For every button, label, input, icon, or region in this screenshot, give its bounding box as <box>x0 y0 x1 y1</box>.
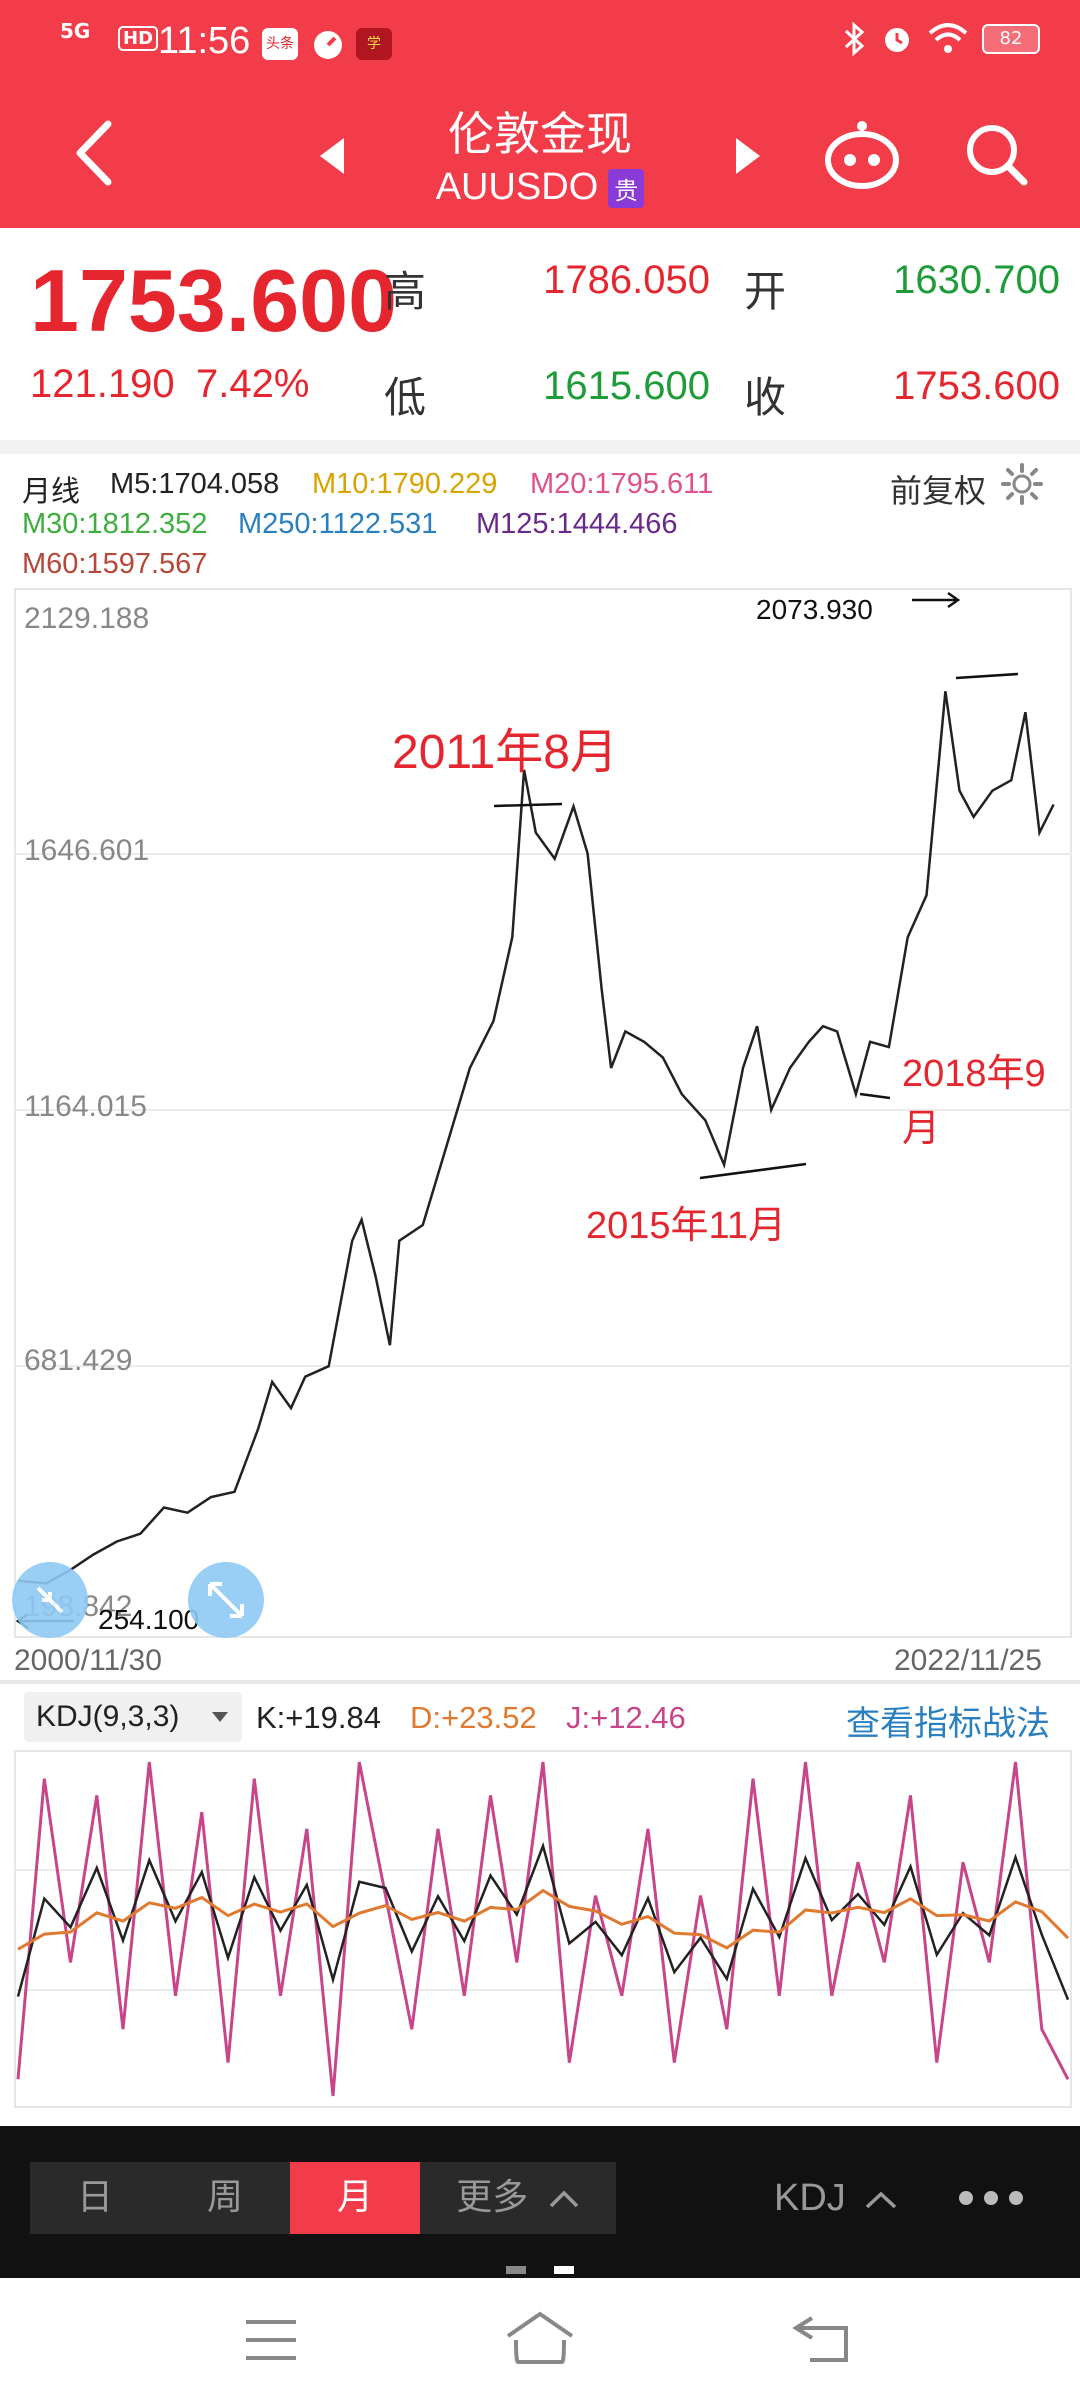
page-indicator-dot-active <box>554 2266 574 2274</box>
low-marker-line <box>859 1092 891 1100</box>
zoom-in-button[interactable] <box>188 1562 264 1638</box>
precious-metal-badge: 贵 <box>608 169 645 209</box>
max-price-label: 2073.930 <box>756 594 873 625</box>
network-indicator: 5G <box>60 19 91 43</box>
toutiao-app-icon: 头条 <box>262 28 298 60</box>
header: 5G HD 11:56 头条 学 82 伦敦金现 AUUSDO 贵 <box>0 0 1080 228</box>
ma30-value: M30:1812.352 <box>22 508 208 540</box>
ma10-value: M10:1790.229 <box>312 468 498 500</box>
ma125-value: M125:1444.466 <box>476 508 678 540</box>
indicator-menu[interactable]: KDJ <box>774 2162 898 2234</box>
back-nav-icon[interactable] <box>790 2314 852 2364</box>
min-price-label: 254.100 <box>98 1604 200 1635</box>
adjust-mode[interactable]: 前复权 <box>890 473 987 509</box>
kdj-chart-plot[interactable] <box>14 1750 1072 2108</box>
price-change: 121.190 <box>30 362 175 406</box>
indicator-strategy-link[interactable]: 查看指标战法 <box>846 1705 1050 1743</box>
date-start-label: 2000/11/30 <box>14 1644 162 1677</box>
compress-arrows-icon <box>36 1586 64 1614</box>
high-value: 1786.050 <box>543 258 710 302</box>
prev-instrument-icon[interactable] <box>318 136 348 176</box>
annotation-2011-aug: 2011年8月 <box>392 726 618 779</box>
open-value: 1630.700 <box>893 258 1060 302</box>
y-tick-label: 681.429 <box>24 1344 133 1377</box>
tab-more[interactable]: 更多 <box>420 2162 616 2234</box>
annotation-2015-nov: 2015年11月 <box>586 1205 786 1247</box>
annotation-2018-sep: 2018年9月 <box>902 1053 1046 1150</box>
instrument-name: 伦敦金现 <box>448 107 632 161</box>
wifi-icon <box>928 23 968 53</box>
kdj-k-line <box>16 1841 1070 2001</box>
speed-app-icon <box>310 28 346 60</box>
ma250-value: M250:1122.531 <box>238 508 438 540</box>
period-label: 月线 <box>22 476 81 508</box>
period-toolbar: 日 周 月 更多 KDJ <box>0 2126 1080 2278</box>
kdj-d-line <box>17 1888 1070 1951</box>
plot-frame <box>14 588 1072 1638</box>
close-value: 1753.600 <box>893 364 1060 408</box>
last-price: 1753.600 <box>30 251 398 350</box>
settings-gear-icon[interactable] <box>1000 462 1044 506</box>
price-change-pct: 7.42% <box>196 362 310 406</box>
hd-badge: HD <box>118 26 159 51</box>
menu-icon[interactable] <box>244 2318 298 2362</box>
chevron-up-icon <box>866 2191 897 2209</box>
ma20-value: M20:1795.611 <box>530 468 714 500</box>
chart-divider <box>0 1680 1080 1684</box>
tab-day[interactable]: 日 <box>30 2162 160 2234</box>
tab-week[interactable]: 周 <box>160 2162 290 2234</box>
d-value: D:+23.52 <box>410 1700 537 1735</box>
expand-arrows-icon <box>208 1582 244 1618</box>
system-navbar <box>0 2278 1080 2408</box>
high-label: 高 <box>384 267 427 316</box>
bluetooth-icon <box>844 22 865 56</box>
home-icon[interactable] <box>504 2310 576 2366</box>
back-icon[interactable] <box>70 118 120 188</box>
instrument-code: AUUSDO 贵 <box>0 166 1080 209</box>
status-right: 82 <box>842 22 1040 56</box>
tab-month[interactable]: 月 <box>290 2162 420 2234</box>
low-value: 1615.600 <box>543 364 710 408</box>
peak-marker-line <box>493 802 563 808</box>
study-app-icon: 学 <box>356 28 392 60</box>
open-label: 开 <box>744 267 787 316</box>
indicator-selector[interactable]: KDJ(9,3,3) <box>24 1692 242 1742</box>
next-instrument-icon[interactable] <box>732 136 762 176</box>
y-tick-label: 1164.015 <box>24 1090 147 1123</box>
alarm-icon <box>885 28 909 52</box>
ma60-value: M60:1597.567 <box>22 548 208 580</box>
dropdown-caret-icon <box>212 1712 228 1722</box>
section-divider <box>0 440 1080 454</box>
max-arrow-icon <box>912 591 961 609</box>
date-end-label: 2022/11/25 <box>894 1644 1042 1677</box>
kdj-frame <box>14 1750 1072 2108</box>
j-value: J:+12.46 <box>566 1700 686 1735</box>
price-line <box>17 691 1055 1585</box>
ma5-value: M5:1704.058 <box>110 468 280 500</box>
chevron-up-icon <box>549 2190 578 2208</box>
more-options-icon[interactable] <box>956 2188 1026 2208</box>
y-tick-label: 1646.601 <box>24 834 150 867</box>
zoom-out-button[interactable] <box>12 1562 88 1638</box>
y-tick-label: 2129.188 <box>24 602 150 635</box>
k-value: K:+19.84 <box>256 1700 381 1735</box>
search-icon[interactable] <box>962 120 1032 190</box>
battery-indicator: 82 <box>982 24 1040 54</box>
page-indicator-dot <box>506 2266 526 2274</box>
low-label: 低 <box>384 373 427 422</box>
status-time: 11:56 <box>158 20 251 62</box>
price-chart-plot[interactable] <box>14 588 1072 1638</box>
trough-marker-line <box>699 1162 807 1180</box>
high-marker-line <box>955 672 1019 680</box>
robot-assistant-icon[interactable] <box>822 118 902 190</box>
close-label: 收 <box>744 373 787 422</box>
